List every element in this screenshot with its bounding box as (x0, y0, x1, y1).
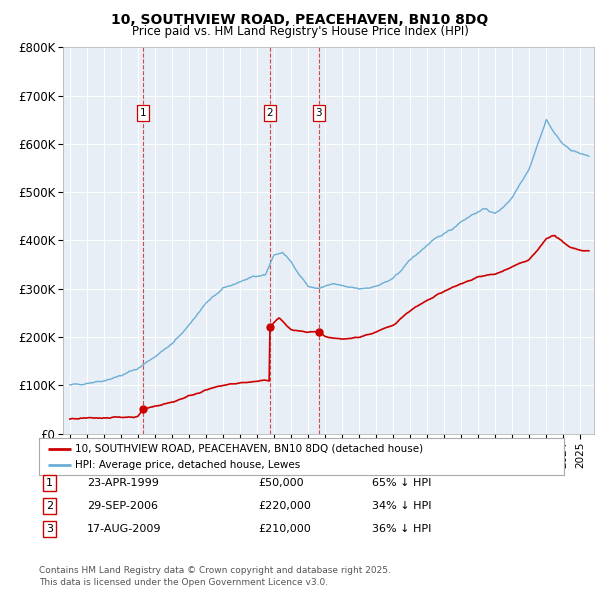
Text: 2: 2 (46, 501, 53, 510)
Text: 29-SEP-2006: 29-SEP-2006 (87, 501, 158, 510)
Text: 1: 1 (140, 108, 146, 118)
Text: 17-AUG-2009: 17-AUG-2009 (87, 524, 161, 533)
Text: Contains HM Land Registry data © Crown copyright and database right 2025.
This d: Contains HM Land Registry data © Crown c… (39, 566, 391, 587)
Text: £50,000: £50,000 (258, 478, 304, 487)
Text: 2: 2 (266, 108, 273, 118)
Text: £210,000: £210,000 (258, 524, 311, 533)
Text: 3: 3 (316, 108, 322, 118)
Text: 23-APR-1999: 23-APR-1999 (87, 478, 159, 487)
Text: 3: 3 (46, 524, 53, 533)
Text: 36% ↓ HPI: 36% ↓ HPI (372, 524, 431, 533)
Text: 10, SOUTHVIEW ROAD, PEACEHAVEN, BN10 8DQ (detached house): 10, SOUTHVIEW ROAD, PEACEHAVEN, BN10 8DQ… (75, 444, 423, 454)
Text: 10, SOUTHVIEW ROAD, PEACEHAVEN, BN10 8DQ: 10, SOUTHVIEW ROAD, PEACEHAVEN, BN10 8DQ (112, 13, 488, 27)
Text: 34% ↓ HPI: 34% ↓ HPI (372, 501, 431, 510)
Text: HPI: Average price, detached house, Lewes: HPI: Average price, detached house, Lewe… (75, 460, 300, 470)
Text: Price paid vs. HM Land Registry's House Price Index (HPI): Price paid vs. HM Land Registry's House … (131, 25, 469, 38)
Text: 1: 1 (46, 478, 53, 487)
Text: £220,000: £220,000 (258, 501, 311, 510)
Text: 65% ↓ HPI: 65% ↓ HPI (372, 478, 431, 487)
